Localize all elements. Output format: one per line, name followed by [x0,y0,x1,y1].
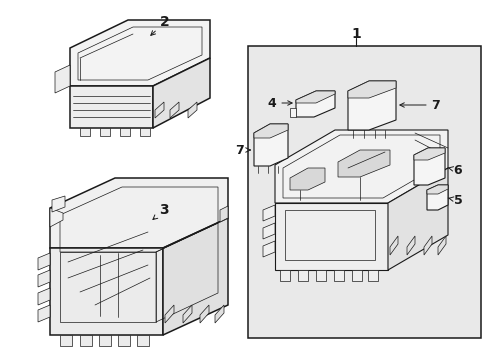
Polygon shape [413,148,444,160]
Bar [285,210,374,260]
Polygon shape [280,270,289,281]
Polygon shape [38,305,50,322]
Polygon shape [38,253,50,270]
Polygon shape [187,102,197,118]
Polygon shape [297,270,307,281]
Polygon shape [80,128,90,136]
Polygon shape [351,270,361,281]
Polygon shape [60,335,72,346]
Polygon shape [220,206,227,222]
Polygon shape [289,168,325,190]
Polygon shape [100,128,110,136]
Polygon shape [55,65,70,93]
Polygon shape [347,81,395,130]
Polygon shape [253,124,287,166]
Polygon shape [295,91,334,117]
Polygon shape [337,150,389,177]
Polygon shape [289,108,295,117]
Polygon shape [215,305,224,323]
Polygon shape [153,58,209,128]
Polygon shape [274,130,447,203]
Polygon shape [80,335,92,346]
Polygon shape [389,236,397,255]
Polygon shape [70,20,209,86]
Polygon shape [423,236,431,255]
Polygon shape [437,236,445,255]
Text: 3: 3 [153,203,168,220]
Polygon shape [70,86,153,128]
Polygon shape [163,218,227,335]
Polygon shape [52,196,65,212]
Polygon shape [315,270,325,281]
Polygon shape [50,178,227,248]
Text: 4: 4 [267,96,291,109]
Text: 1: 1 [350,27,360,41]
Polygon shape [263,205,274,221]
Polygon shape [50,208,63,227]
Polygon shape [200,305,208,323]
Polygon shape [347,81,395,98]
Polygon shape [164,305,174,323]
Polygon shape [99,335,111,346]
Polygon shape [426,185,447,194]
Polygon shape [140,128,150,136]
Polygon shape [426,185,447,210]
Text: 5: 5 [447,194,462,207]
Polygon shape [170,102,179,118]
Polygon shape [183,305,192,323]
Polygon shape [137,335,149,346]
Polygon shape [263,223,274,239]
Bar [247,46,480,338]
Polygon shape [333,270,343,281]
Polygon shape [387,168,447,270]
Polygon shape [274,203,387,270]
Text: 2: 2 [150,15,169,35]
Polygon shape [50,248,163,335]
Polygon shape [38,288,50,305]
Polygon shape [367,270,377,281]
Polygon shape [406,236,414,255]
Text: 7: 7 [399,99,440,112]
Polygon shape [295,91,334,103]
Polygon shape [155,102,163,118]
Text: 6: 6 [447,163,461,176]
Polygon shape [263,241,274,257]
Polygon shape [253,124,287,138]
Polygon shape [118,335,130,346]
Polygon shape [38,270,50,287]
Text: 7: 7 [235,144,250,157]
Polygon shape [120,128,130,136]
Polygon shape [413,148,444,185]
